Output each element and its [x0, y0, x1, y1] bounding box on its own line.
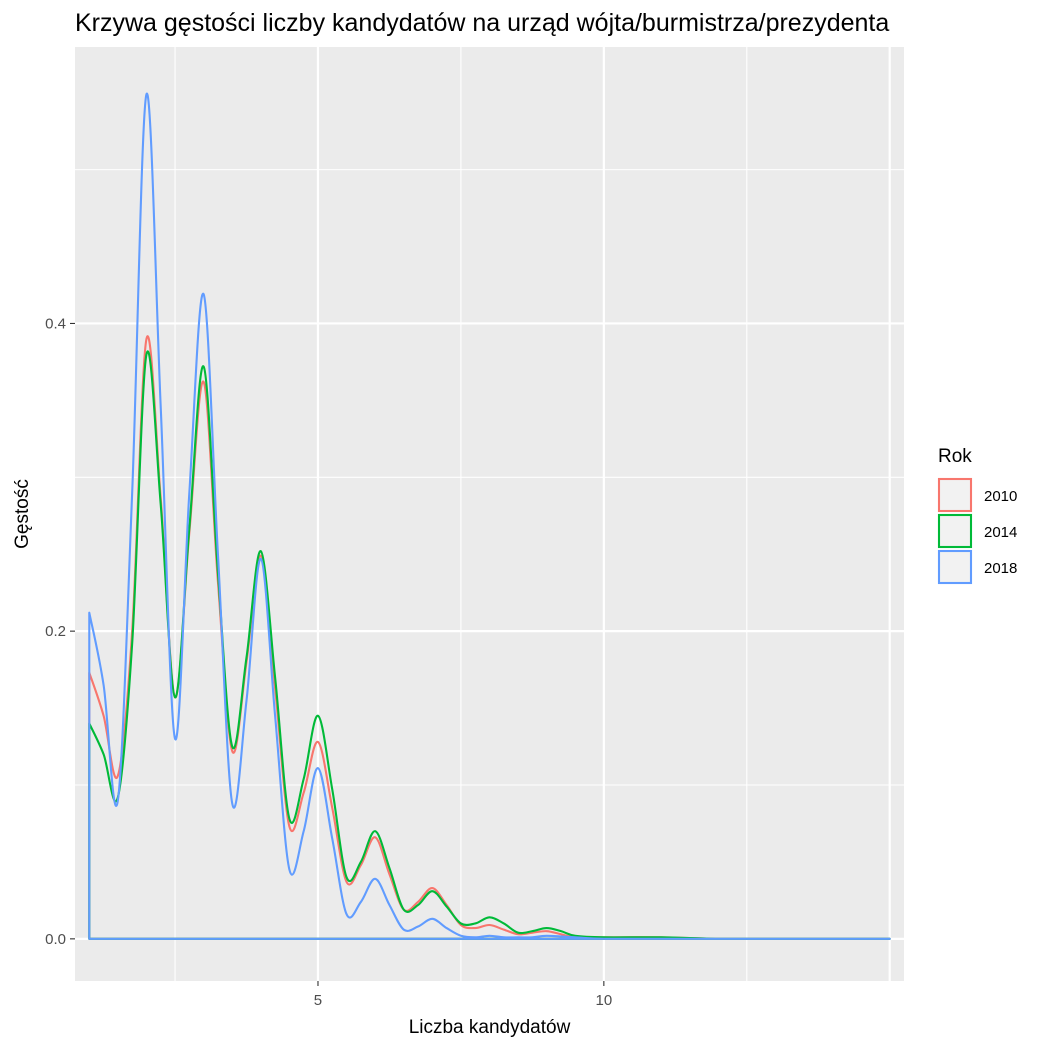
y-axis: 0.0 0.2 0.4: [45, 315, 75, 948]
y-tick-label: 0.2: [45, 623, 66, 640]
series-layer: [88, 92, 891, 940]
y-tick-label: 0.0: [45, 931, 66, 948]
legend: Rok 2010 2014 2018: [937, 446, 1017, 585]
legend-key-2014: [937, 513, 973, 549]
chart-title: Krzywa gęstości liczby kandydatów na urz…: [75, 9, 889, 37]
legend-label-2014: 2014: [984, 524, 1017, 541]
legend-title: Rok: [938, 446, 972, 467]
legend-item-2018: 2018: [937, 549, 1017, 585]
legend-label-2018: 2018: [984, 560, 1017, 577]
x-tick-label: 10: [596, 992, 613, 1009]
x-axis-title: Liczba kandydatów: [409, 1017, 571, 1038]
plot-panel: [75, 47, 904, 981]
legend-items: 2010 2014 2018: [937, 477, 1017, 585]
legend-key-2010: [937, 477, 973, 513]
x-axis: 5 10: [314, 981, 612, 1009]
y-axis-title: Gęstość: [12, 479, 33, 549]
legend-label-2010: 2010: [984, 488, 1017, 505]
y-tick-label: 0.4: [45, 315, 66, 332]
x-tick-label: 5: [314, 992, 322, 1009]
legend-item-2010: 2010: [937, 477, 1017, 513]
density-line-2014: [88, 350, 891, 940]
density-line-2018: [88, 92, 891, 940]
legend-item-2014: 2014: [937, 513, 1017, 549]
legend-key-2018: [937, 549, 973, 585]
